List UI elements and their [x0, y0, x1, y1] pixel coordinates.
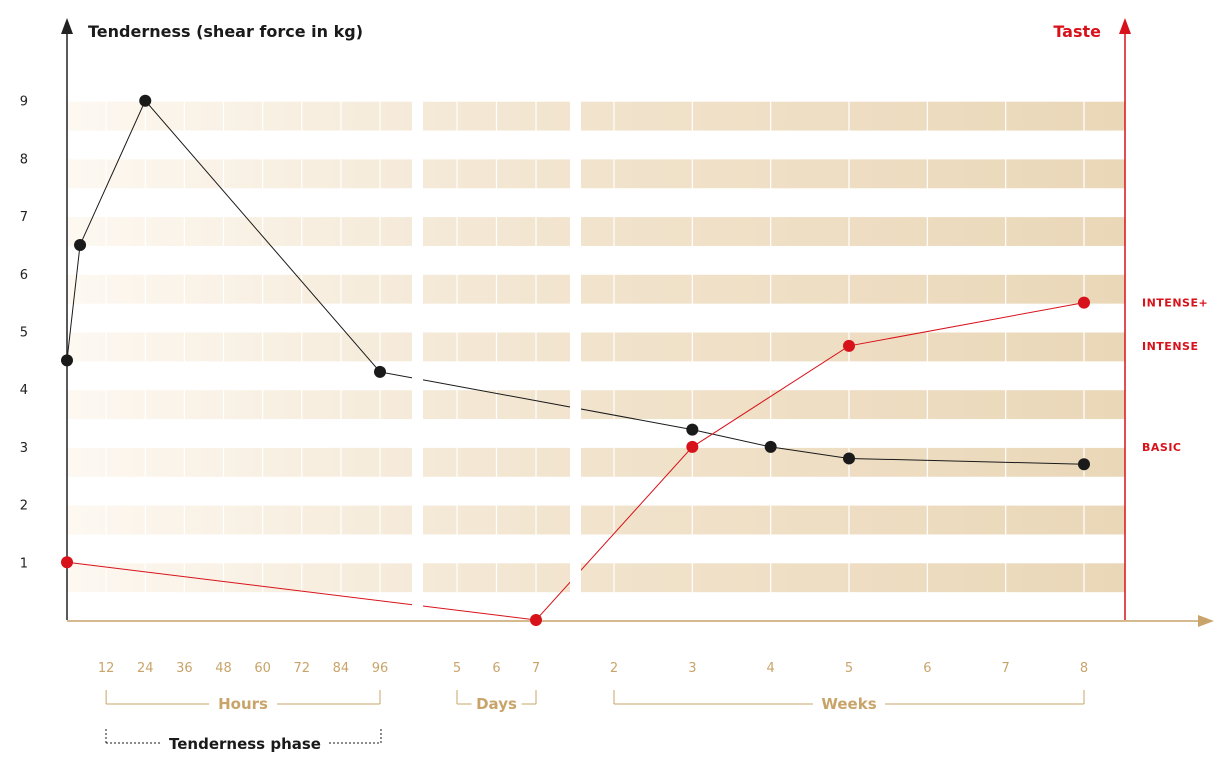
taste-point	[686, 440, 699, 453]
band	[67, 390, 412, 420]
x-tick-labels: 12 24 36 48 60 72 84 96 5 6 7 2 3 4 5 6 7 8	[98, 661, 1088, 676]
axes	[61, 18, 1214, 627]
x-tick-label: 2	[610, 661, 618, 676]
band	[581, 217, 1125, 246]
x-tick-label: 3	[688, 661, 696, 676]
tenderness-point	[1078, 458, 1090, 471]
y-tick-label: 8	[20, 152, 28, 167]
phase-label: Tenderness phase	[169, 735, 321, 753]
tenderness-point	[61, 354, 73, 367]
y-tick-label: 2	[20, 499, 28, 514]
chart-title: Tenderness (shear force in kg)	[88, 22, 363, 41]
tenderness-line	[66, 99, 1085, 465]
band	[581, 159, 1125, 189]
x-tick-label: 7	[1002, 661, 1010, 676]
y-tick-label: 7	[20, 210, 28, 225]
x-tick-label: 6	[923, 661, 931, 676]
y-tick-label: 6	[20, 268, 28, 283]
x-tick-label: 6	[492, 661, 500, 676]
band	[581, 505, 1125, 535]
x-tick-label: 12	[98, 661, 115, 676]
taste-level-labels: BASIC INTENSE INTENSE+	[1142, 297, 1208, 454]
y-tick-label: 9	[20, 95, 28, 110]
taste-point	[61, 556, 73, 569]
band	[67, 505, 412, 535]
tenderness-point	[374, 365, 386, 378]
band	[67, 274, 412, 304]
x-group-label: Hours	[218, 695, 268, 713]
taste-axis-title: Taste	[1053, 22, 1101, 41]
x-group-label: Weeks	[821, 695, 876, 713]
x-group-label: Days	[476, 695, 517, 713]
x-group-brackets: Hours Days Weeks	[105, 690, 1085, 713]
x-tick-label: 60	[254, 661, 271, 676]
tenderness-point	[686, 423, 699, 436]
x-tick-label: 7	[532, 661, 540, 676]
taste-level-label: INTENSE+	[1142, 297, 1208, 310]
x-tick-label: 84	[333, 661, 350, 676]
y-axis-right-arrow	[1119, 18, 1131, 34]
band	[67, 447, 412, 477]
taste-point	[1078, 296, 1090, 309]
y-tick-label: 1	[20, 556, 28, 571]
x-tick-label: 5	[845, 661, 853, 676]
taste-point	[843, 339, 855, 352]
y-tick-label: 3	[20, 441, 28, 456]
segment-gap-overlay	[412, 85, 423, 619]
band	[581, 274, 1125, 304]
tenderness-phase-bracket: Tenderness phase	[105, 729, 382, 753]
y-axis-left-arrow	[61, 18, 73, 34]
x-tick-label: 72	[293, 661, 310, 676]
y-tick-label: 4	[20, 383, 28, 398]
segment-gap-overlay	[570, 85, 581, 619]
x-tick-label: 5	[453, 661, 461, 676]
x-tick-label: 96	[372, 661, 389, 676]
band	[581, 563, 1125, 593]
tenderness-point	[74, 238, 87, 251]
vertical-gridlines	[105, 96, 1085, 640]
y-tick-labels: 1 2 3 4 5 6 7 8 9	[20, 95, 28, 572]
band	[67, 159, 412, 189]
band	[67, 332, 412, 362]
band	[581, 390, 1125, 420]
x-tick-label: 48	[215, 661, 232, 676]
x-tick-label: 36	[176, 661, 193, 676]
band	[67, 563, 412, 593]
tenderness-point	[843, 452, 855, 465]
tenderness-point	[764, 440, 777, 453]
band	[67, 101, 412, 131]
taste-level-label: BASIC	[1142, 441, 1182, 454]
series-lines	[61, 85, 1090, 626]
background-bands	[67, 101, 1125, 593]
taste-level-label: INTENSE	[1142, 340, 1198, 353]
y-tick-label: 5	[20, 326, 28, 341]
band	[581, 101, 1125, 131]
taste-point	[530, 614, 542, 626]
x-tick-label: 8	[1080, 661, 1088, 676]
x-tick-label: 4	[767, 661, 775, 676]
x-tick-label: 24	[137, 661, 154, 676]
tenderness-point	[139, 94, 152, 107]
band	[67, 217, 412, 246]
x-axis-arrow	[1198, 615, 1214, 627]
